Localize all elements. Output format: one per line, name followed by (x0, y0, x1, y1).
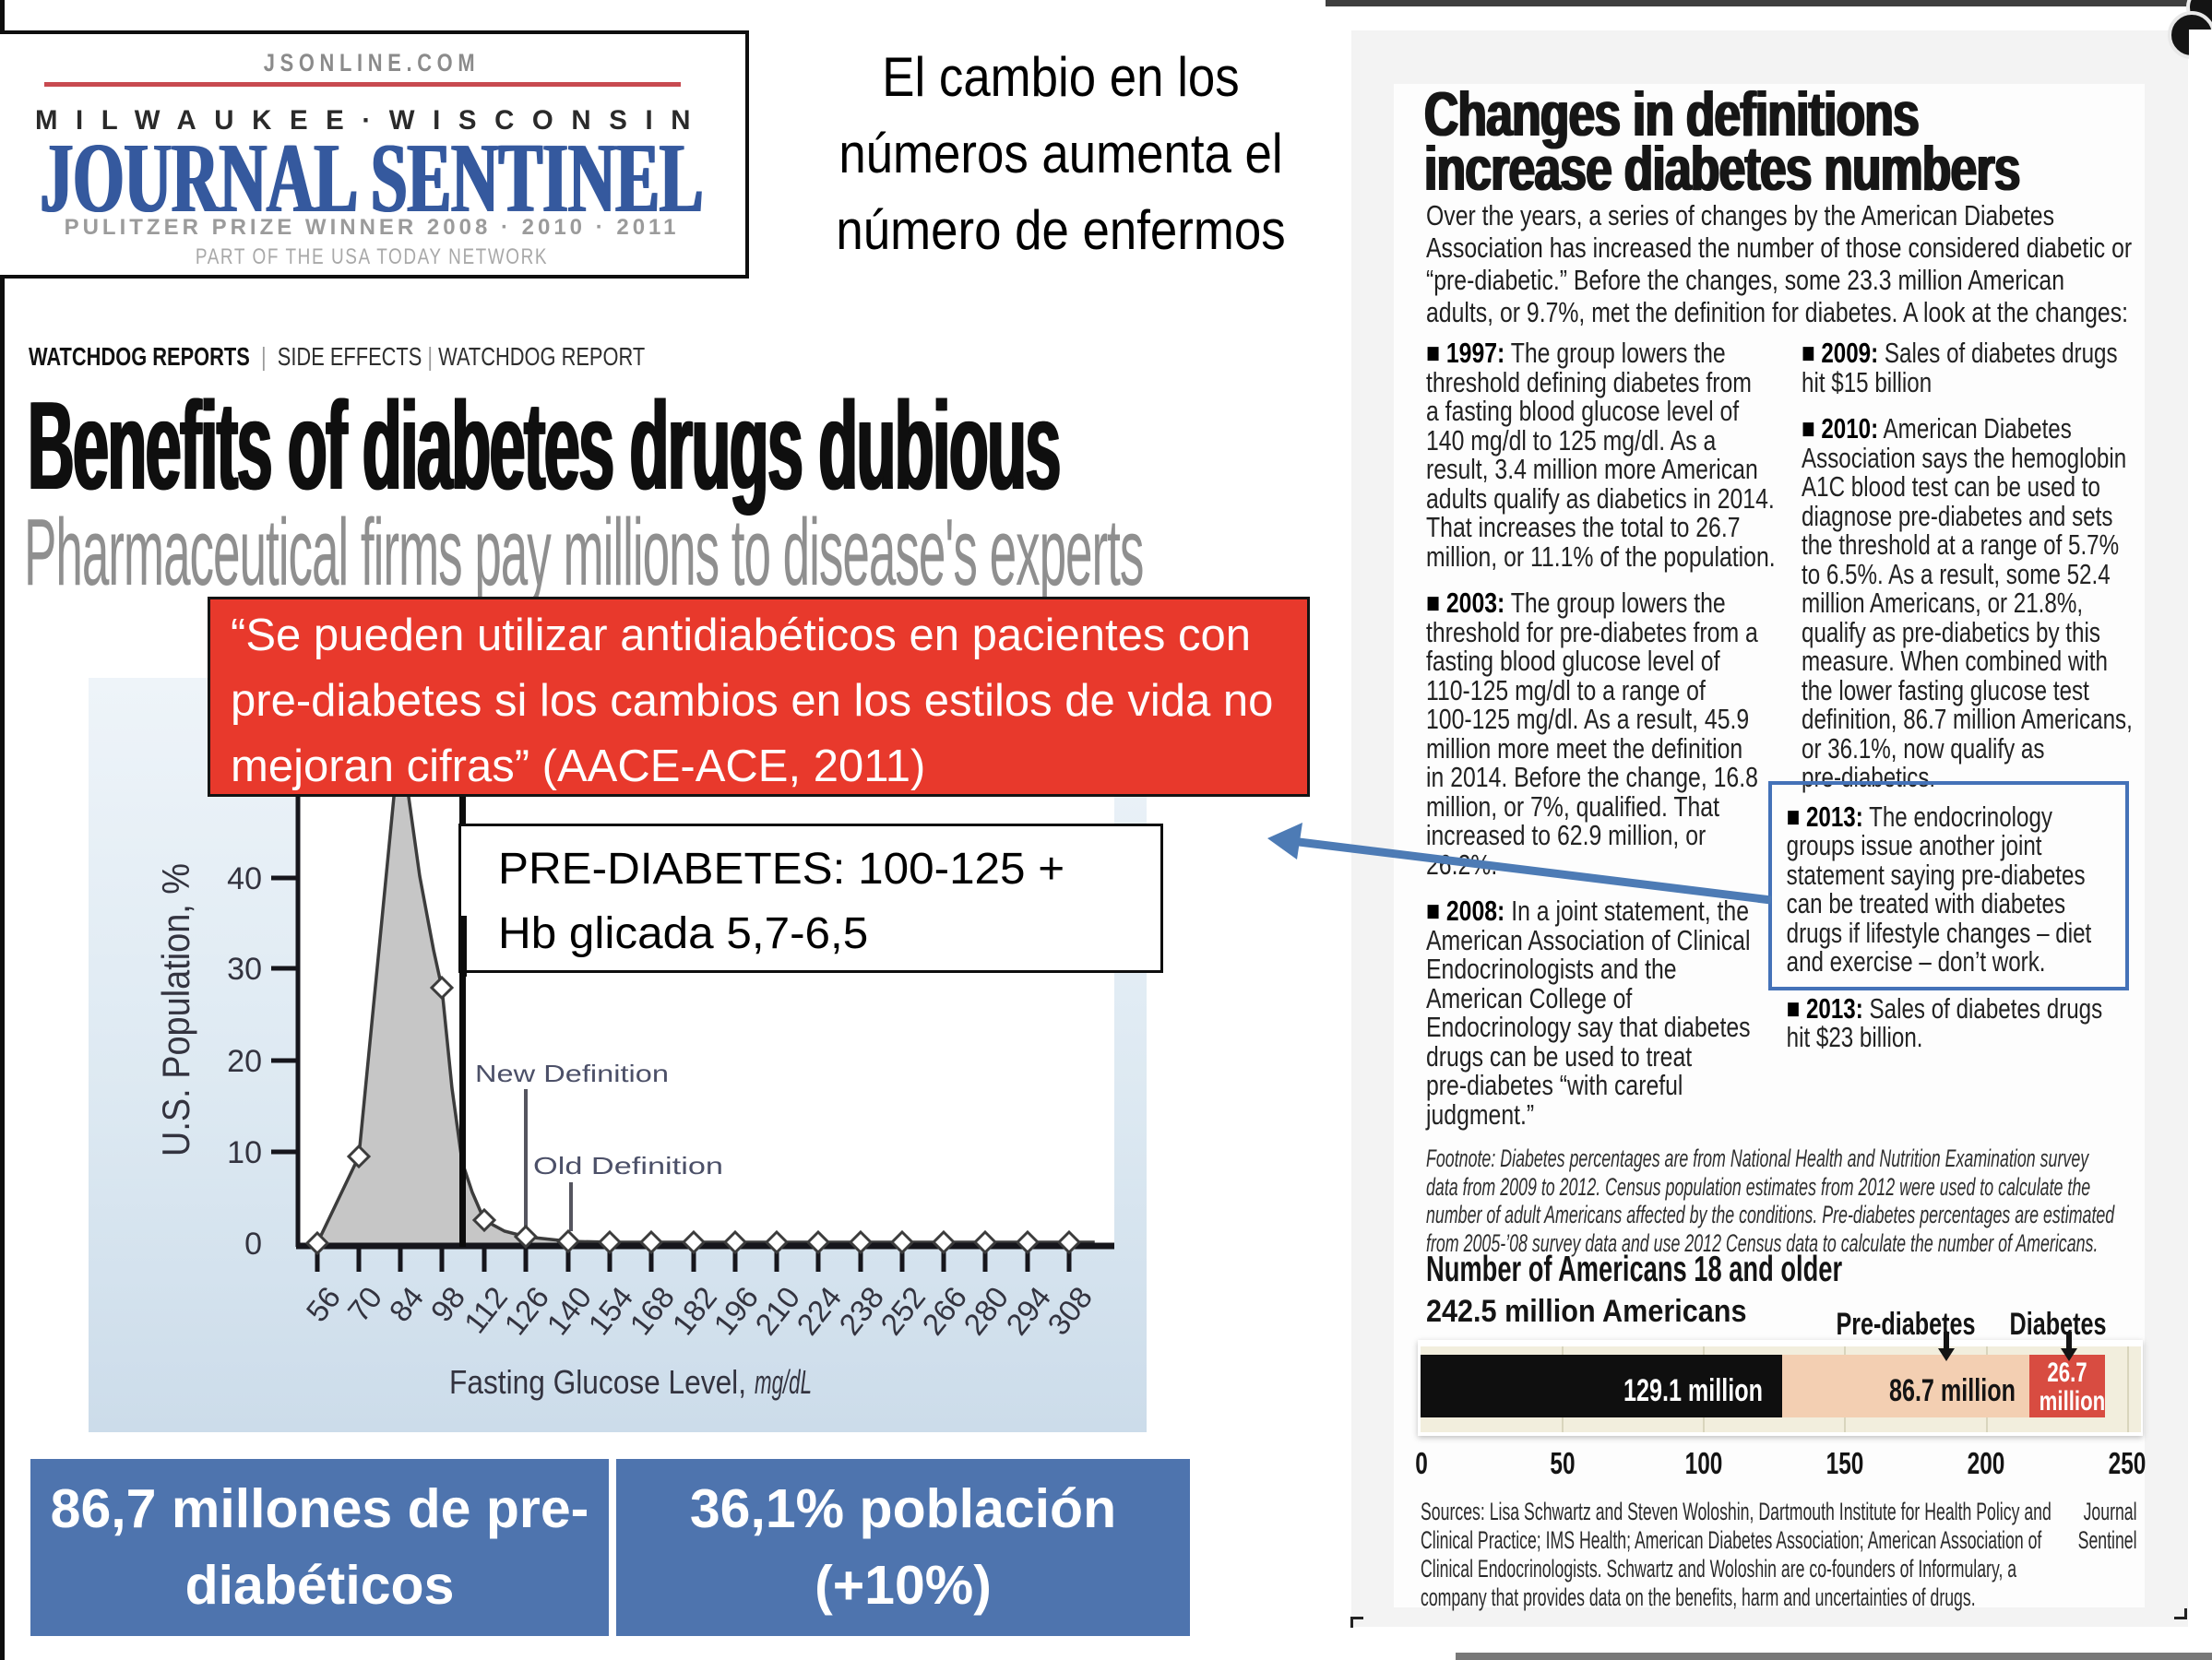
svg-text:10: 10 (227, 1135, 262, 1170)
svg-text:mg/dL: mg/dL (755, 1363, 812, 1401)
svg-text:New Definition: New Definition (475, 1060, 669, 1087)
svg-text:Old Definition: Old Definition (533, 1152, 723, 1180)
svg-text:84: 84 (382, 1280, 430, 1328)
svg-text:20: 20 (227, 1044, 262, 1079)
svg-text:Fasting Glucose Level,: Fasting Glucose Level, (449, 1363, 746, 1401)
svg-text:308: 308 (1041, 1280, 1099, 1341)
svg-text:0: 0 (244, 1227, 262, 1262)
svg-text:30: 30 (227, 952, 262, 987)
svg-text:40: 40 (227, 861, 262, 896)
svg-text:70: 70 (340, 1280, 388, 1328)
svg-text:U.S. Population, %: U.S. Population, % (154, 863, 197, 1156)
svg-text:56: 56 (299, 1280, 347, 1328)
